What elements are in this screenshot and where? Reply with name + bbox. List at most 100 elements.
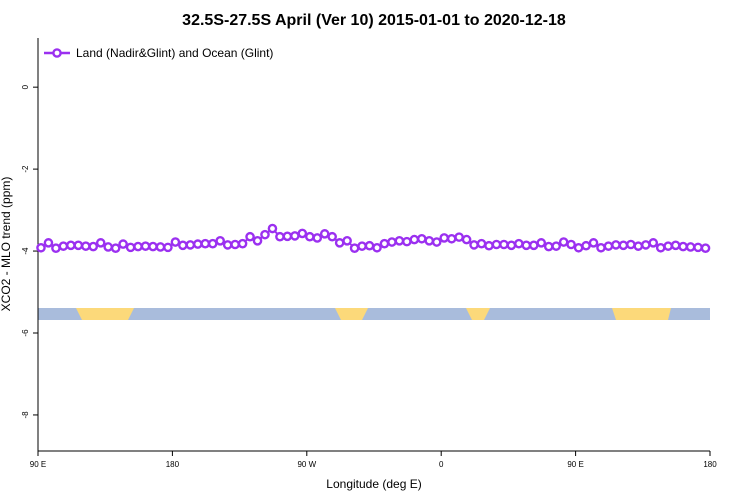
data-point <box>260 229 270 240</box>
data-point <box>640 240 651 250</box>
data-point <box>454 232 464 242</box>
data-point <box>663 241 673 251</box>
x-tick-label: 180 <box>166 460 180 469</box>
data-point <box>349 243 360 253</box>
y-tick-label: -2 <box>21 165 30 173</box>
x-tick-label: 180 <box>703 460 717 469</box>
data-point <box>58 241 69 251</box>
land-band <box>76 308 134 320</box>
data-point <box>700 243 711 253</box>
data-point <box>409 234 420 245</box>
data-point <box>364 240 375 251</box>
data-point <box>237 238 248 249</box>
data-point <box>192 239 203 249</box>
data-point <box>476 238 487 249</box>
y-axis-label: XCO2 - MLO trend (ppm) <box>0 177 13 312</box>
data-point <box>140 241 151 251</box>
data-point <box>372 242 382 253</box>
data-point <box>170 237 181 247</box>
y-tick-label: 0 <box>21 84 30 89</box>
y-tick-label: -4 <box>21 247 30 255</box>
data-point <box>387 237 397 247</box>
land-band <box>466 308 490 320</box>
data-point <box>611 240 621 250</box>
data-point <box>342 236 352 246</box>
data-point <box>573 242 584 253</box>
data-point <box>596 242 606 253</box>
data-point <box>551 241 561 251</box>
data-point <box>118 239 128 249</box>
data-point <box>267 223 278 234</box>
y-tick-label: -8 <box>21 411 30 419</box>
y-tick-label: -6 <box>21 329 30 337</box>
legend-label: Land (Nadir&Glint) and Ocean (Glint) <box>76 46 273 60</box>
data-point <box>125 242 136 253</box>
data-point <box>110 243 121 253</box>
data-point <box>163 242 173 253</box>
data-point <box>73 240 84 251</box>
legend-swatch-marker <box>52 48 62 58</box>
data-point <box>282 231 293 242</box>
data-point <box>185 240 196 250</box>
data-point <box>402 236 412 247</box>
data-point <box>200 238 211 249</box>
data-point <box>431 237 442 247</box>
data-point <box>536 238 547 248</box>
data-point <box>252 236 263 246</box>
data-point <box>499 239 509 250</box>
data-point <box>655 242 666 253</box>
data-point <box>103 242 113 252</box>
data-point <box>491 239 502 250</box>
x-tick-label: 90 E <box>567 460 583 469</box>
data-point <box>133 241 143 252</box>
data-point <box>215 236 225 246</box>
data-point <box>290 231 300 241</box>
data-point <box>618 240 629 251</box>
data-point <box>558 237 569 247</box>
data-point <box>469 240 479 250</box>
x-tick-label: 0 <box>439 460 444 469</box>
data-point <box>148 241 158 252</box>
data-point <box>379 238 390 249</box>
data-point <box>543 241 554 252</box>
data-point <box>484 240 494 251</box>
data-point <box>319 229 330 239</box>
data-point <box>394 236 405 246</box>
data-point <box>207 238 218 249</box>
data-point <box>521 240 532 251</box>
data-point <box>66 240 76 251</box>
data-point <box>51 243 61 253</box>
data-point <box>685 242 696 252</box>
x-axis-label: Longitude (deg E) <box>326 477 421 491</box>
data-point <box>230 239 240 250</box>
data-point <box>461 234 472 245</box>
ocean-band <box>38 308 710 320</box>
data-point <box>312 233 323 243</box>
data-point <box>334 238 345 248</box>
data-point <box>424 236 435 246</box>
data-point <box>528 240 539 251</box>
data-point <box>603 241 614 251</box>
data-point <box>566 239 576 250</box>
data-point <box>178 240 188 251</box>
data-point <box>88 241 99 252</box>
data-point <box>36 242 46 253</box>
data-point <box>222 240 233 250</box>
data-point <box>514 238 524 249</box>
data-point <box>693 242 703 253</box>
x-tick-label: 90 W <box>297 460 316 469</box>
data-point <box>297 228 308 239</box>
data-point <box>304 231 315 242</box>
x-tick-label: 90 E <box>30 460 46 469</box>
land-band <box>335 308 368 320</box>
data-point <box>678 241 688 252</box>
data-point <box>416 233 427 244</box>
data-point <box>648 238 659 248</box>
data-point <box>670 240 681 251</box>
land-band <box>612 308 671 320</box>
data-point <box>633 241 644 251</box>
chart-title: 32.5S-27.5S April (Ver 10) 2015-01-01 to… <box>182 12 566 29</box>
land-ocean-mask <box>38 308 710 320</box>
data-point <box>245 231 255 242</box>
